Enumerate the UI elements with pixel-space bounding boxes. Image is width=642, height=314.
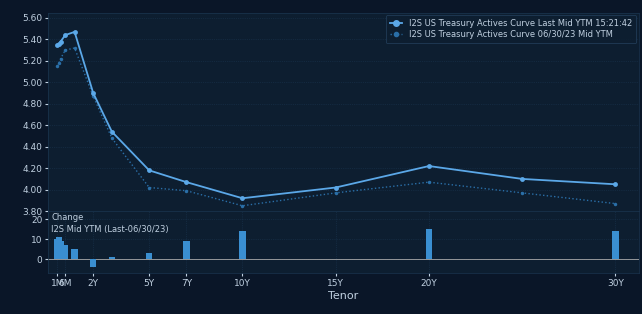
Text: Change
I2S Mid YTM (Last-06/30/23): Change I2S Mid YTM (Last-06/30/23) <box>51 213 169 234</box>
X-axis label: Tenor: Tenor <box>328 290 359 300</box>
Bar <box>71 249 78 259</box>
Bar <box>184 241 189 259</box>
Bar <box>58 241 64 259</box>
Bar <box>56 237 62 259</box>
Bar <box>90 259 96 267</box>
Bar <box>239 231 245 259</box>
Bar <box>426 229 432 259</box>
Bar <box>55 239 60 259</box>
Legend: I2S US Treasury Actives Curve Last Mid YTM 15:21:42, I2S US Treasury Actives Cur: I2S US Treasury Actives Curve Last Mid Y… <box>386 15 636 43</box>
Bar <box>108 257 115 259</box>
Bar <box>62 245 68 259</box>
Bar <box>612 231 619 259</box>
Bar <box>146 253 152 259</box>
